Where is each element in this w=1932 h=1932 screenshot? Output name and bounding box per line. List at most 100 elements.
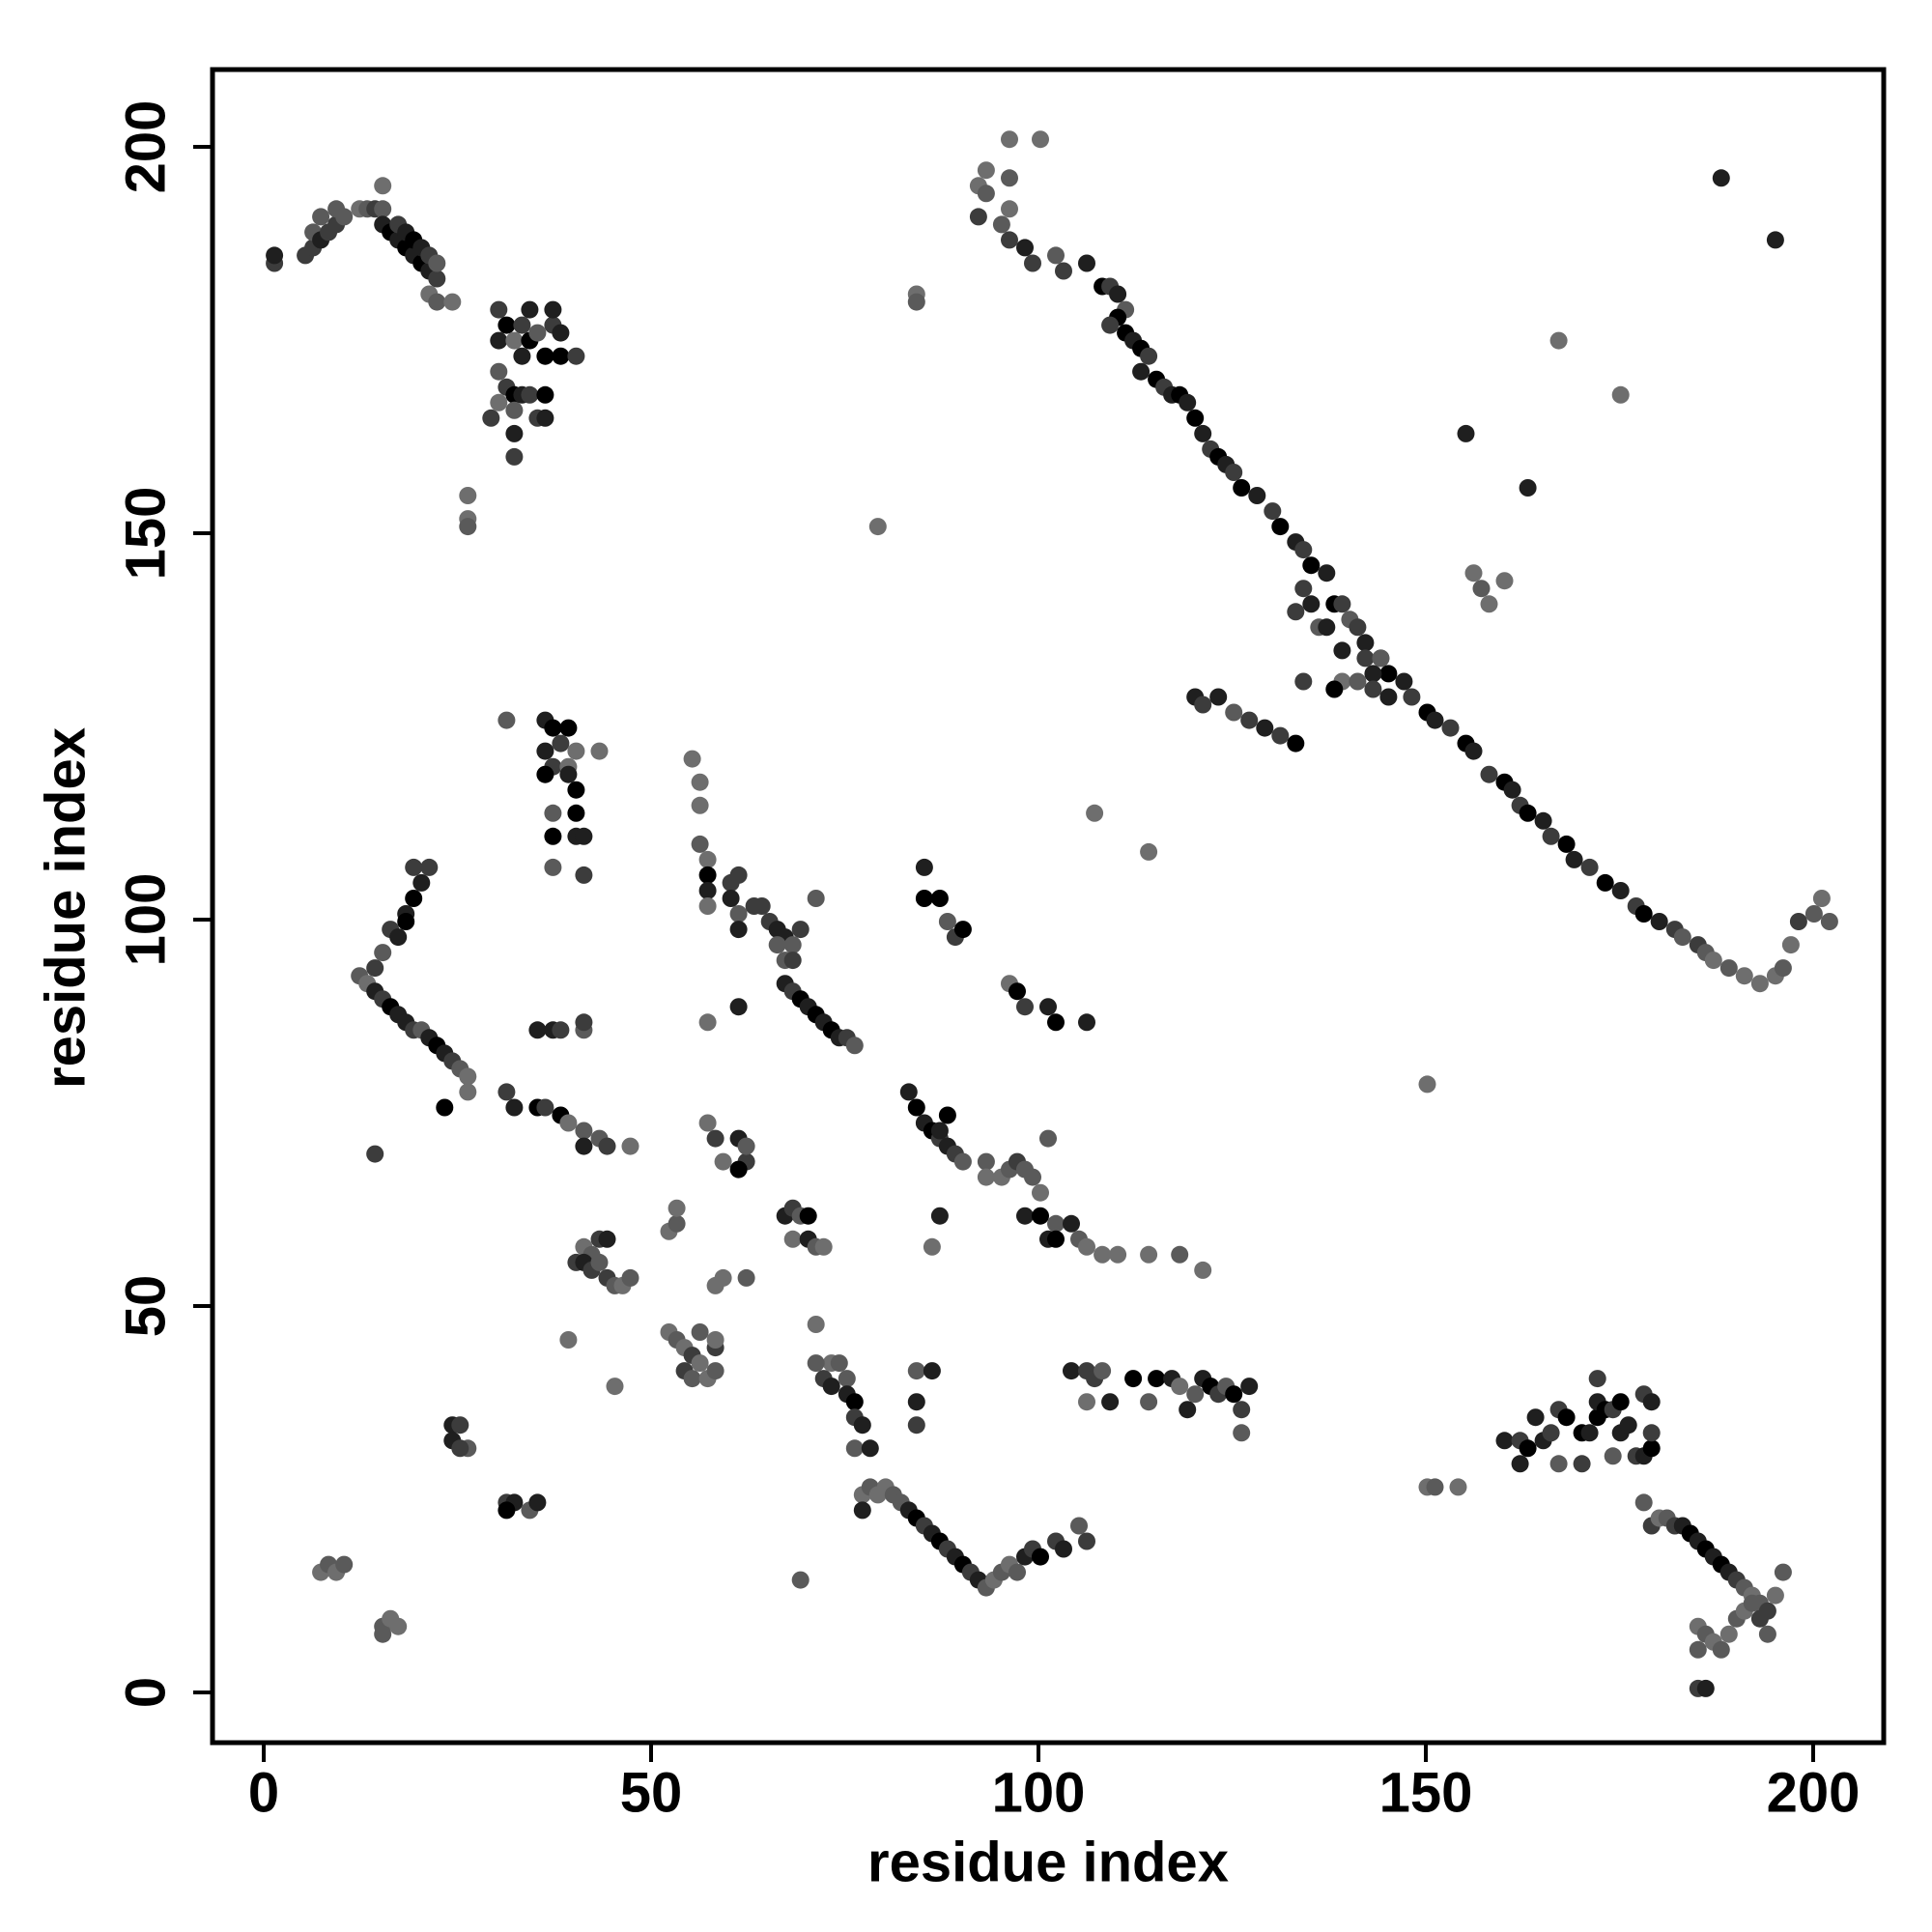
data-point-345: [1101, 316, 1120, 334]
data-point-250: [923, 1237, 941, 1256]
data-point-123: [575, 1137, 593, 1155]
data-point-192: [807, 890, 825, 907]
data-point-483: [1449, 1478, 1467, 1496]
data-point-111: [528, 1021, 547, 1039]
data-point-349: [1140, 347, 1158, 365]
data-point-113: [552, 1021, 570, 1039]
data-point-328: [1001, 169, 1018, 187]
data-point-368: [1302, 556, 1321, 575]
data-point-213: [930, 890, 949, 907]
data-point-404: [1719, 959, 1738, 978]
data-point-449: [1480, 595, 1498, 613]
data-point-484: [1634, 1493, 1653, 1512]
data-point-376: [1379, 665, 1398, 683]
data-point-308: [1094, 1362, 1112, 1380]
data-point-319: [1225, 1385, 1243, 1404]
data-point-456: [1519, 1439, 1537, 1458]
data-point-122: [575, 1122, 593, 1140]
data-point-207: [783, 1230, 802, 1248]
data-point-395: [1611, 882, 1630, 899]
data-point-179: [791, 921, 810, 939]
data-point-198: [714, 1152, 732, 1171]
data-point-59: [505, 447, 524, 466]
data-point-480: [1604, 1447, 1622, 1465]
data-point-391: [1557, 835, 1576, 853]
data-point-233: [1024, 1168, 1041, 1186]
data-point-244: [1094, 1245, 1112, 1264]
data-point-162: [691, 796, 709, 814]
data-point-433: [1240, 711, 1259, 729]
data-point-515: [1689, 1640, 1707, 1659]
y-tick-label-100: 100: [114, 873, 177, 967]
data-point-216: [953, 921, 972, 939]
data-point-47: [490, 362, 508, 381]
data-point-322: [1240, 1378, 1259, 1396]
data-point-65: [497, 711, 516, 729]
data-point-405: [1735, 967, 1753, 985]
data-point-388: [1519, 804, 1537, 822]
data-point-324: [1140, 1393, 1158, 1411]
data-point-303: [907, 1416, 925, 1435]
data-point-29: [428, 254, 446, 272]
data-point-44: [544, 300, 562, 319]
data-point-139: [621, 1268, 639, 1287]
data-point-339: [1078, 254, 1095, 272]
data-point-168: [698, 882, 717, 899]
data-point-197: [706, 1129, 724, 1148]
data-point-270: [822, 1378, 840, 1396]
y-axis-title: residue index: [34, 727, 97, 1089]
data-point-445: [1712, 169, 1730, 187]
data-point-164: [698, 850, 717, 868]
data-point-61: [459, 487, 477, 504]
data-point-116: [497, 1083, 516, 1101]
data-point-37: [513, 347, 531, 365]
x-tick-label-150: 150: [1379, 1761, 1473, 1824]
data-point-69: [567, 742, 585, 760]
data-point-158: [714, 1268, 732, 1287]
data-point-364: [1264, 502, 1282, 521]
data-point-34: [490, 331, 508, 350]
data-point-57: [536, 409, 554, 427]
data-point-307: [1101, 1393, 1120, 1411]
data-point-149: [691, 1323, 709, 1341]
data-point-172: [729, 921, 748, 939]
data-point-336: [1024, 254, 1041, 272]
data-point-460: [1549, 1455, 1568, 1473]
data-point-83: [575, 866, 593, 884]
data-point-350: [1132, 362, 1151, 381]
data-point-35: [497, 316, 516, 334]
data-point-501: [1766, 1586, 1784, 1605]
data-point-411: [1804, 905, 1823, 923]
data-point-415: [1302, 595, 1321, 613]
data-point-178: [783, 936, 802, 954]
data-point-196: [698, 1114, 717, 1132]
data-point-152: [683, 1370, 701, 1388]
data-point-533: [374, 1625, 392, 1643]
data-point-413: [1820, 913, 1838, 930]
data-point-218: [907, 1098, 925, 1117]
data-point-126: [621, 1137, 639, 1155]
data-point-299: [853, 1501, 871, 1520]
data-point-256: [1078, 1013, 1095, 1032]
data-point-362: [1233, 479, 1251, 497]
data-point-294: [1032, 1548, 1049, 1566]
data-point-356: [1186, 409, 1205, 427]
data-point-420: [1356, 649, 1375, 668]
data-point-371: [1333, 595, 1351, 613]
data-point-451: [1464, 564, 1483, 582]
data-point-414: [1294, 580, 1313, 598]
data-point-224: [953, 1152, 972, 1171]
data-point-432: [1225, 703, 1243, 722]
data-point-383: [1464, 742, 1483, 760]
data-point-442: [1418, 1075, 1436, 1094]
data-point-416: [1287, 603, 1305, 621]
data-point-426: [1364, 680, 1382, 698]
data-point-367: [1294, 541, 1313, 559]
data-point-1: [266, 246, 284, 265]
data-point-258: [830, 1354, 848, 1373]
data-point-361: [1225, 464, 1243, 481]
data-point-529: [335, 1555, 354, 1574]
data-point-332: [992, 215, 1010, 234]
data-point-81: [575, 827, 593, 845]
